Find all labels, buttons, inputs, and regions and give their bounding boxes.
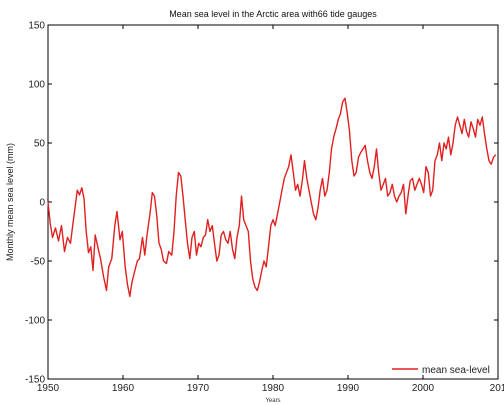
x-tick-label: 1990: [337, 383, 360, 394]
y-tick-label: -50: [31, 257, 46, 268]
chart-title: Mean sea level in the Arctic area with66…: [169, 9, 377, 19]
x-tick-label: 1980: [262, 383, 285, 394]
x-tick-label: 201: [490, 383, 504, 394]
x-axis-label: Years: [265, 398, 280, 404]
x-tick-label: 1970: [187, 383, 210, 394]
y-tick-label: 0: [39, 198, 45, 209]
plot-area-frame: [47, 24, 499, 380]
x-tick-label: 1950: [37, 383, 60, 394]
y-tick-label: 50: [34, 139, 46, 150]
x-tick-label: 2000: [412, 383, 435, 394]
y-tick-label: 150: [28, 21, 45, 32]
y-axis: -150 -100 -50 0 50 100 150: [25, 21, 498, 386]
y-axis-label: Monthly mean sea level (mm): [5, 143, 15, 261]
series-line-mean-sea-level: [47, 97, 497, 298]
series-layer: [47, 97, 497, 298]
legend-label-mean-sea-level: mean sea-level: [422, 365, 490, 376]
y-tick-label: -150: [25, 375, 45, 386]
y-tick-label: 100: [28, 80, 45, 91]
y-tick-label: -100: [25, 316, 45, 327]
legend: mean sea-level: [392, 365, 490, 376]
x-tick-label: 1960: [112, 383, 135, 394]
x-axis: 1950 1960 1970 1980 1990 2000 201: [37, 25, 504, 394]
